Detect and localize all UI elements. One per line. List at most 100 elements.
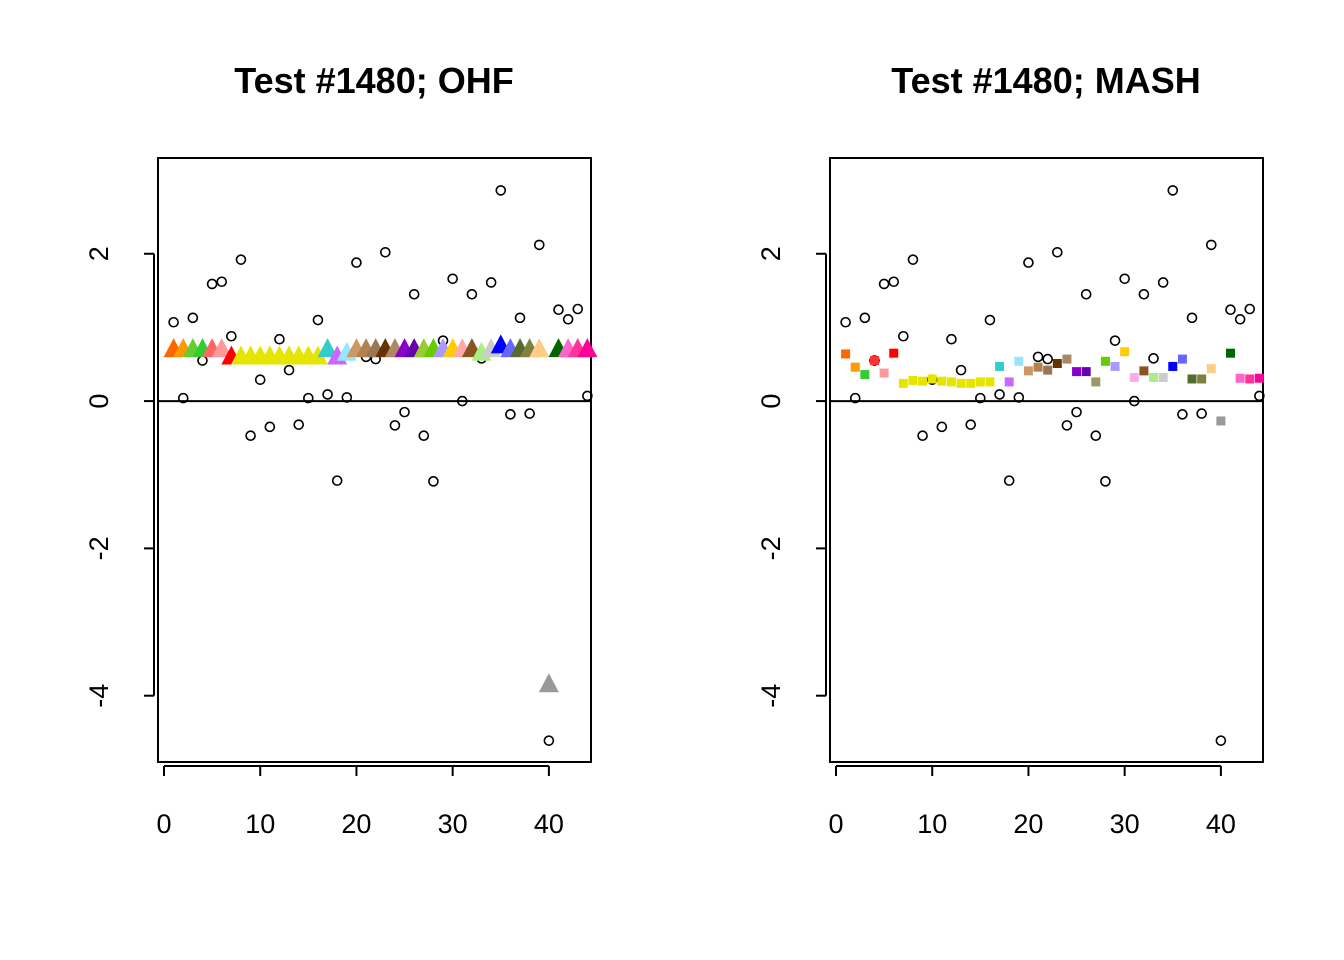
x-tick-label: 40 (534, 809, 564, 839)
data-point (274, 333, 285, 345)
data-point (206, 278, 218, 290)
panel-mash: Test #1480; MASH 0 10 20 30 40 -4 -2 0 2 (756, 60, 1265, 839)
x-tick-label: 20 (1013, 809, 1043, 839)
estimate-square (1235, 373, 1245, 383)
plot-frame (829, 157, 1264, 763)
data-point (888, 276, 900, 288)
data-point (197, 355, 208, 366)
data-point (955, 364, 967, 376)
data-point (984, 314, 996, 326)
estimate-square (1206, 364, 1216, 374)
estimate-triangle (307, 345, 328, 365)
estimate-square (869, 356, 879, 366)
y-tick-label: 2 (756, 246, 786, 261)
data-point (1119, 273, 1130, 285)
data-point (994, 389, 1005, 400)
data-point (1032, 351, 1044, 363)
data-point (245, 430, 256, 441)
estimate-square (1177, 354, 1187, 364)
estimate-triangle (577, 338, 598, 358)
estimate-square (1072, 367, 1082, 377)
data-point (1003, 475, 1015, 486)
data-point (1061, 420, 1073, 431)
estimate-square (1014, 356, 1024, 366)
data-point (1052, 246, 1063, 258)
data-point (380, 246, 391, 258)
estimate-square (1226, 348, 1236, 358)
data-point (1225, 304, 1236, 316)
estimate-square (1100, 356, 1110, 366)
estimate-square (937, 376, 947, 386)
estimate-square (879, 368, 889, 378)
x-tick-label: 0 (156, 809, 171, 839)
estimate-triangle (538, 673, 559, 693)
data-point (524, 408, 535, 419)
data-point (1177, 409, 1188, 420)
panel-ohf: Test #1480; OHF 0 10 20 30 40 -4 -2 0 2 (84, 60, 598, 839)
estimate-square (889, 348, 899, 358)
data-point (177, 392, 189, 404)
estimate-square (1052, 359, 1062, 369)
estimate-square (1168, 361, 1178, 371)
data-point (1042, 353, 1053, 365)
data-point (418, 430, 430, 441)
data-point (1148, 353, 1159, 364)
x-tick-label: 30 (1110, 809, 1140, 839)
x-tick-label: 0 (828, 809, 843, 839)
estimate-square (1062, 354, 1072, 364)
data-point (312, 314, 324, 326)
x-tick-label: 40 (1206, 809, 1236, 839)
estimate-square (1023, 366, 1033, 376)
plot-frame (157, 157, 592, 763)
data-point (582, 390, 593, 402)
x-tick-label: 10 (917, 809, 947, 839)
data-point (553, 304, 564, 316)
estimate-square (908, 375, 918, 385)
data-point (917, 430, 928, 441)
y-tick-label: -4 (756, 684, 786, 708)
data-point (428, 476, 439, 487)
data-point (1100, 476, 1111, 487)
data-point (533, 239, 545, 251)
data-point (965, 419, 977, 430)
estimate-square (1197, 374, 1207, 384)
data-point (1196, 408, 1207, 419)
x-tick-label: 30 (438, 809, 468, 839)
data-point (168, 316, 179, 328)
y-tick-label: 0 (84, 394, 114, 409)
data-point (264, 421, 276, 433)
data-point (907, 254, 919, 265)
estimate-square (1158, 373, 1168, 383)
data-point (331, 475, 343, 486)
data-point (1138, 288, 1150, 300)
estimate-square (898, 378, 908, 388)
data-point (1186, 312, 1198, 324)
data-point (562, 314, 574, 325)
data-point (1109, 335, 1121, 346)
data-point (1215, 735, 1227, 746)
estimate-triangle (211, 338, 232, 358)
data-point (389, 420, 401, 431)
data-point (226, 330, 237, 342)
data-point (936, 421, 948, 433)
data-point (849, 392, 861, 404)
data-point (1157, 277, 1169, 288)
data-point (543, 735, 555, 746)
estimate-square (946, 377, 956, 387)
y-tick-label: -4 (84, 684, 114, 708)
data-point (878, 278, 890, 290)
chart-title: Test #1480; OHF (234, 60, 513, 101)
data-point (859, 312, 871, 324)
estimate-square (1149, 373, 1159, 383)
estimate-triangle (529, 338, 550, 358)
plot-area: 0 10 20 30 40 -4 -2 0 2 (84, 157, 598, 839)
estimate-square (966, 378, 976, 388)
data-point (466, 288, 478, 300)
data-point (235, 254, 247, 265)
y-tick-label: -2 (756, 536, 786, 560)
estimate-square (1216, 416, 1226, 426)
data-point (1090, 430, 1102, 441)
data-point (1205, 239, 1217, 251)
estimate-square (1004, 377, 1014, 387)
data-point (1244, 303, 1256, 315)
